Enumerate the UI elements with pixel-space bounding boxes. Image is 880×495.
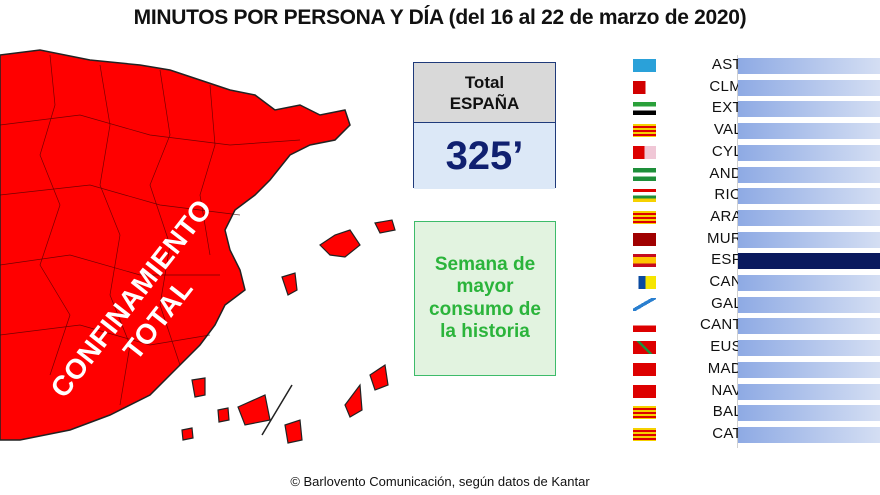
flag-ext-icon [633, 102, 656, 116]
bar-can [738, 275, 880, 291]
region-label: CAT [712, 424, 742, 442]
region-label: ESP [711, 251, 742, 269]
bar-row-ext: EXT [628, 98, 880, 120]
bar-chart: AST CLM EXT VAL CYL AND RIO ARA MUR ESP CAN GAL CANT… [628, 55, 880, 448]
region-label: VAL [713, 121, 742, 139]
region-label: MAD [707, 359, 742, 377]
region-label: RIO [714, 186, 742, 204]
bar-row-ast: AST [628, 55, 880, 77]
bar-row-ara: ARA [628, 207, 880, 229]
note-box: Semana de mayor consumo de la historia [414, 221, 556, 376]
bar-eus [738, 340, 880, 357]
bar-cyl [738, 144, 880, 161]
flag-can-icon [633, 276, 656, 289]
total-spain-box: Total ESPAÑA 325’ [413, 62, 556, 189]
region-label: GAL [711, 294, 742, 312]
flag-clm-icon [633, 80, 656, 94]
bar-nav [738, 383, 880, 400]
footer-credit: © Barlovento Comunicación, según datos d… [290, 474, 590, 489]
flag-esp-icon [633, 254, 656, 268]
bar-row-can: CAN [628, 272, 880, 294]
flag-gal-icon [633, 297, 656, 311]
region-label: NAV [711, 381, 742, 399]
bar-ext [738, 101, 880, 118]
flag-eus-icon [633, 341, 656, 355]
flag-rio-icon [633, 189, 656, 203]
bar-row-cant: CANT [628, 315, 880, 337]
bar-mur [738, 231, 880, 248]
flag-cant-icon [633, 319, 656, 333]
bar-ara [738, 209, 880, 226]
bar-cant [738, 318, 880, 335]
y-axis [737, 55, 738, 448]
bar-row-gal: GAL [628, 294, 880, 316]
flag-val-icon [633, 124, 656, 138]
bar-rio [738, 188, 880, 205]
total-header-line2: ESPAÑA [449, 93, 520, 113]
flag-bal-icon [633, 406, 656, 420]
flag-cat-icon [633, 427, 656, 441]
region-label: ARA [710, 207, 742, 225]
region-label: CANT [699, 316, 742, 334]
region-label: AST [711, 56, 742, 73]
bar-row-mur: MUR [628, 229, 880, 251]
map-shape-icon [0, 49, 396, 444]
bar-row-nav: NAV [628, 381, 880, 403]
bar-clm [738, 79, 880, 96]
region-label: EXT [711, 99, 742, 117]
flag-mad-icon [633, 362, 656, 376]
flag-mur-icon [633, 232, 656, 246]
flag-ara-icon [633, 210, 656, 224]
total-header-line1: Total [464, 72, 505, 92]
total-header: Total ESPAÑA [414, 63, 555, 123]
bar-row-rio: RIO [628, 185, 880, 207]
bar-row-cyl: CYL [628, 142, 880, 164]
region-label: CLM [709, 77, 742, 95]
bar-esp [738, 253, 880, 270]
region-label: BAL [712, 403, 742, 421]
flag-ast-icon [633, 59, 656, 72]
total-value: 325’ [414, 123, 555, 189]
flag-cyl-icon [633, 145, 656, 159]
chart-title: MINUTOS POR PERSONA Y DÍA (del 16 al 22 … [133, 6, 747, 29]
region-label: CAN [709, 273, 742, 290]
flag-and-icon [633, 167, 656, 181]
spain-map: CONFINAMIENTO TOTAL [0, 45, 420, 445]
bar-mad [738, 361, 880, 378]
bar-ast [738, 58, 880, 74]
bar-row-clm: CLM [628, 77, 880, 99]
bar-row-val: VAL [628, 120, 880, 142]
bar-gal [738, 296, 880, 313]
bar-row-bal: BAL [628, 402, 880, 424]
bar-cat [738, 426, 880, 443]
bar-val [738, 123, 880, 140]
bar-row-and: AND [628, 164, 880, 186]
bar-row-eus: EUS [628, 337, 880, 359]
region-label: MUR [706, 229, 742, 247]
bar-and [738, 166, 880, 183]
bar-bal [738, 405, 880, 422]
flag-nav-icon [633, 384, 656, 398]
region-label: AND [709, 164, 742, 182]
region-label: EUS [710, 338, 742, 356]
bar-row-cat: CAT [628, 424, 880, 446]
bar-row-esp: ESP [628, 250, 880, 272]
region-label: CYL [711, 142, 742, 160]
bar-row-mad: MAD [628, 359, 880, 381]
